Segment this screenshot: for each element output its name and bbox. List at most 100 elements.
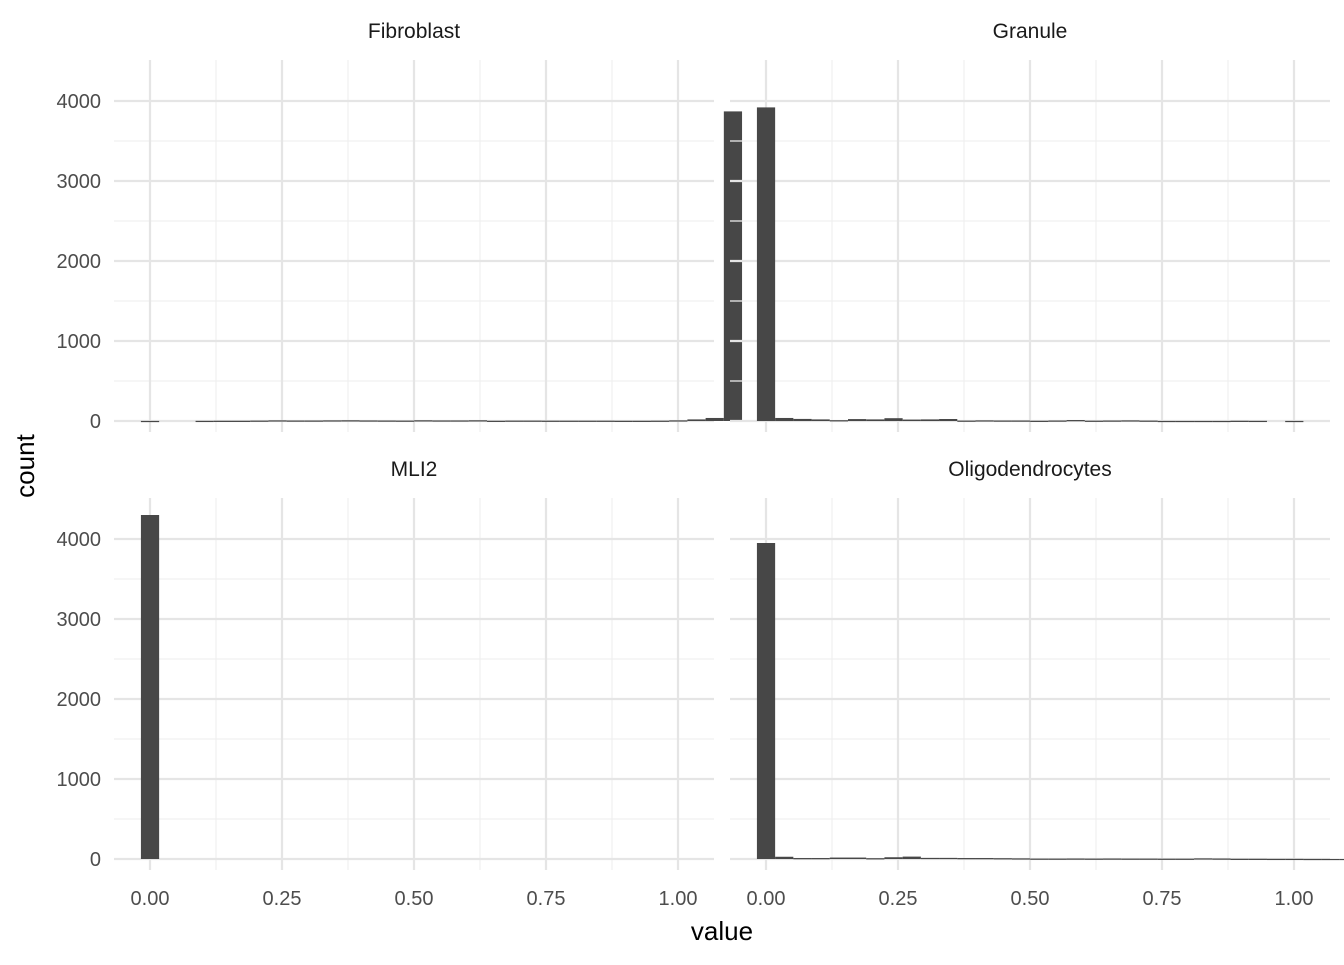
histogram-bar	[920, 419, 940, 421]
histogram-bar	[884, 857, 903, 859]
histogram-bar	[359, 420, 378, 422]
histogram-bar	[1285, 858, 1304, 861]
histogram-bar	[487, 420, 506, 422]
histogram-bar	[847, 419, 867, 421]
panel-strip-title: Fibroblast	[368, 20, 460, 43]
histogram-bar	[1084, 420, 1104, 422]
histogram-bar	[1212, 858, 1231, 860]
panel-strip-title: MLI2	[391, 458, 438, 481]
histogram-bar	[957, 858, 976, 860]
histogram-bar	[1011, 858, 1031, 860]
panel-strip-title: Oligodendrocytes	[948, 458, 1111, 481]
histogram-bar	[1212, 420, 1231, 423]
histogram-bar	[920, 857, 940, 860]
histogram-bar	[268, 420, 287, 422]
histogram-bar	[793, 858, 812, 860]
histogram-bar	[705, 417, 724, 421]
histogram-bar	[559, 420, 579, 422]
histogram-bar	[939, 419, 958, 421]
histogram-bar	[1048, 858, 1067, 860]
histogram-bar	[756, 543, 776, 859]
histogram-bar	[1103, 858, 1122, 860]
histogram-bar	[1194, 858, 1213, 860]
x-tick-label: 0.50	[395, 888, 434, 910]
histogram-bar	[541, 420, 560, 422]
histogram-bar	[957, 420, 976, 422]
histogram-bar	[1248, 858, 1267, 860]
y-tick-label: 0	[90, 849, 101, 871]
histogram-bar	[975, 858, 994, 860]
histogram-bar	[1230, 420, 1249, 422]
histogram-bar	[1121, 420, 1140, 422]
x-tick-label: 1.00	[1275, 888, 1314, 910]
histogram-bar	[829, 857, 848, 859]
histogram-bar	[1011, 420, 1031, 422]
histogram-bar	[1285, 420, 1304, 423]
histogram-bar	[395, 420, 415, 422]
y-tick-label: 2000	[57, 251, 102, 273]
histogram-bar	[866, 858, 885, 860]
histogram-bar	[1175, 858, 1195, 860]
y-tick-label: 0	[90, 411, 101, 433]
y-tick-label: 1000	[57, 769, 102, 791]
histogram-bar	[829, 420, 848, 422]
histogram-bar	[1048, 420, 1067, 422]
histogram-bar	[1084, 858, 1104, 860]
histogram-bar	[1303, 858, 1322, 861]
histogram-bar	[1266, 858, 1286, 861]
y-tick-label: 4000	[57, 91, 102, 113]
x-tick-label: 0.00	[131, 888, 170, 910]
histogram-bar	[195, 420, 214, 423]
histogram-bar	[377, 420, 396, 422]
histogram-bar	[1339, 858, 1344, 861]
histogram-bar	[323, 420, 342, 422]
histogram-bar	[341, 420, 360, 422]
y-tick-label: 2000	[57, 689, 102, 711]
histogram-bar	[1175, 420, 1195, 423]
histogram-bar	[450, 420, 469, 422]
histogram-bar	[231, 420, 251, 422]
histogram-bar	[1248, 420, 1267, 423]
histogram-bar	[1030, 858, 1049, 860]
histogram-bar	[304, 420, 324, 422]
histogram-bar	[723, 111, 743, 422]
histogram-bar	[1139, 858, 1158, 860]
panel-granule: Granule	[730, 20, 1330, 432]
histogram-bar	[650, 420, 670, 422]
histogram-bar	[1157, 420, 1176, 423]
y-tick-label: 3000	[57, 171, 102, 193]
histogram-bar	[1121, 858, 1140, 860]
histogram-bar	[596, 420, 615, 422]
histogram-bar	[1103, 420, 1122, 422]
x-tick-label: 0.50	[1011, 888, 1050, 910]
panel-strip-title: Granule	[993, 20, 1068, 43]
panel-mli2: MLI2 0 1000 2000 3000 4000 0.00 0.25 0.50 0.75 1.0…	[57, 458, 714, 910]
histogram-bar	[669, 420, 688, 422]
x-axis-title: value	[691, 916, 753, 946]
panel-fibroblast: Fibroblast 0 1000 2000 3000 4000	[57, 20, 743, 433]
histogram-bar	[939, 857, 958, 860]
x-tick-label: 0.75	[1143, 888, 1182, 910]
histogram-bar	[1321, 858, 1340, 861]
histogram-bar	[884, 418, 903, 421]
histogram-bar	[847, 857, 867, 859]
x-tick-label: 1.00	[659, 888, 698, 910]
histogram-bar	[414, 420, 433, 422]
histogram-bar	[1194, 420, 1213, 423]
y-tick-label: 1000	[57, 331, 102, 353]
histogram-bar	[505, 420, 524, 422]
y-tick-label: 4000	[57, 529, 102, 551]
x-tick-label: 0.00	[747, 888, 786, 910]
histogram-bar	[1157, 858, 1176, 860]
histogram-bar	[866, 419, 885, 421]
histogram-bar	[902, 856, 921, 859]
x-tick-label: 0.25	[263, 888, 302, 910]
histogram-bar	[140, 515, 160, 859]
histogram-bar	[811, 419, 830, 421]
x-tick-label: 0.75	[527, 888, 566, 910]
histogram-bar	[432, 420, 451, 422]
histogram-bar	[468, 420, 488, 422]
histogram-bar	[1030, 420, 1049, 422]
